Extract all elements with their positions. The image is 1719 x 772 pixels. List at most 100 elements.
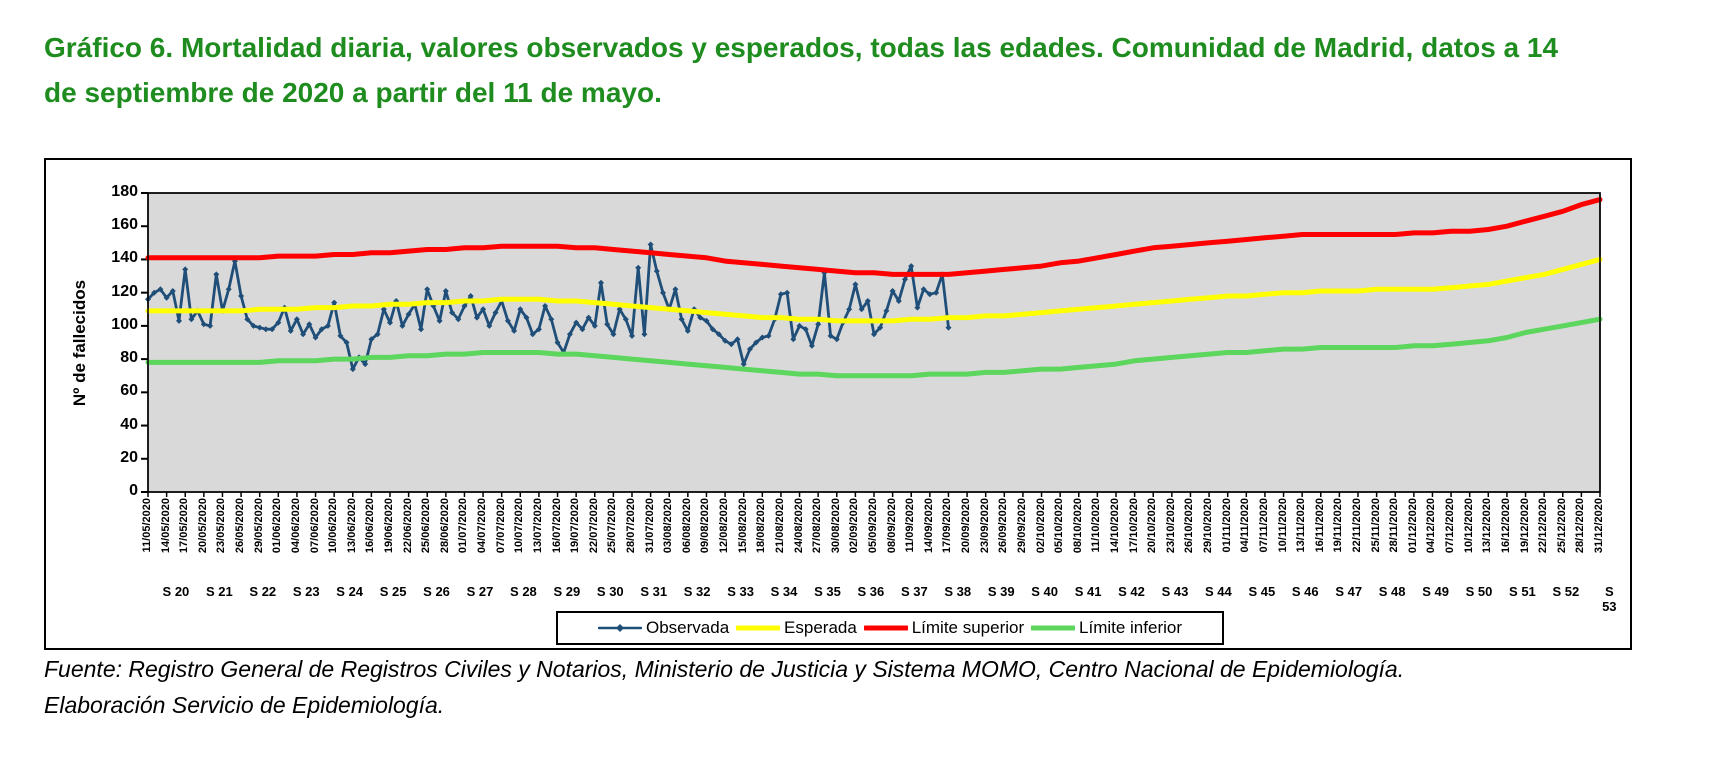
- x-date-label: 14/05/2020: [159, 498, 172, 554]
- x-date-label: 04/12/2020: [1425, 498, 1438, 554]
- x-date-label: 23/05/2020: [215, 498, 228, 554]
- legend-label: Límite inferior: [1079, 618, 1182, 637]
- x-date-label: 01/06/2020: [271, 498, 284, 554]
- x-date-label: 31/12/2020: [1593, 498, 1605, 554]
- legend-line-swatch: [1031, 625, 1076, 631]
- legend-item-l-mite-inferior: Límite inferior: [1031, 618, 1182, 638]
- x-date-label: 02/09/2020: [848, 498, 861, 554]
- x-date-label: 08/09/2020: [885, 498, 898, 554]
- x-date-label: 16/07/2020: [550, 498, 563, 554]
- x-date-label: 09/08/2020: [699, 498, 712, 554]
- x-date-label: 04/11/2020: [1239, 498, 1252, 553]
- x-date-label: 12/08/2020: [718, 498, 731, 554]
- x-date-label: 19/07/2020: [569, 498, 582, 554]
- x-date-label: 29/09/2020: [1015, 498, 1028, 554]
- x-date-label: 28/06/2020: [438, 498, 451, 554]
- week-label: S 52: [1552, 584, 1580, 599]
- legend-label: Límite superior: [911, 618, 1025, 637]
- x-date-label: 25/07/2020: [606, 498, 619, 554]
- week-label: S 21: [205, 584, 233, 599]
- x-date-label: 11/05/2020: [141, 498, 153, 553]
- week-label: S 37: [900, 584, 928, 599]
- legend: Observada Esperada Límite superior Límite i…: [556, 611, 1224, 645]
- x-date-label: 16/11/2020: [1313, 498, 1326, 553]
- week-label: S 22: [249, 584, 277, 599]
- week-label: S 34: [770, 584, 798, 599]
- week-label: S 25: [379, 584, 407, 599]
- week-label: S 40: [1031, 584, 1059, 599]
- x-date-label: 28/11/2020: [1388, 498, 1401, 553]
- x-date-label: 10/11/2020: [1276, 498, 1289, 553]
- x-date-label: 26/10/2020: [1183, 498, 1196, 554]
- x-date-label: 22/12/2020: [1537, 498, 1550, 554]
- x-date-label: 14/10/2020: [1109, 498, 1121, 554]
- week-label: S 44: [1205, 584, 1232, 599]
- x-date-label: 13/12/2020: [1481, 498, 1494, 554]
- week-label: S 33: [727, 584, 754, 599]
- x-date-label: 01/11/2020: [1220, 498, 1233, 553]
- chart-title: Gráfico 6. Mortalidad diaria, valores ob…: [44, 32, 1559, 108]
- x-date-label: 19/12/2020: [1518, 498, 1531, 554]
- x-date-label: 29/10/2020: [1202, 498, 1215, 554]
- week-label: S 43: [1161, 584, 1189, 599]
- x-date-label: 18/08/2020: [755, 498, 768, 554]
- legend-item-l-mite-superior: Límite superior: [863, 618, 1025, 638]
- x-date-label: 16/12/2020: [1499, 498, 1512, 554]
- x-date-label: 05/10/2020: [1053, 498, 1066, 554]
- week-label: S 28: [510, 584, 537, 599]
- source-note: Fuente: Registro General de Registros Ci…: [44, 652, 1674, 723]
- y-tick-label: 0: [129, 482, 138, 499]
- week-label: S 26: [423, 584, 450, 599]
- x-date-label: 28/07/2020: [625, 498, 637, 554]
- week-label: S 35: [814, 584, 841, 599]
- y-tick-label: 80: [120, 349, 138, 367]
- y-tick-label: 40: [120, 415, 138, 433]
- x-date-label: 07/06/2020: [308, 498, 321, 554]
- x-date-label: 05/09/2020: [867, 498, 879, 554]
- x-date-label: 20/05/2020: [196, 498, 209, 554]
- x-date-label: 07/11/2020: [1257, 498, 1270, 553]
- x-date-label: 17/09/2020: [941, 498, 954, 554]
- legend-line-swatch: [736, 625, 781, 631]
- week-label: S 49: [1422, 584, 1449, 599]
- x-date-label: 07/07/2020: [494, 498, 507, 554]
- legend-line-swatch: [863, 625, 908, 631]
- week-label: S 53: [1602, 584, 1617, 614]
- source-line-2: Elaboración Servicio de Epidemiología.: [44, 691, 445, 718]
- week-label: S 24: [336, 584, 364, 599]
- x-date-label: 02/10/2020: [1034, 498, 1047, 554]
- legend-label: Esperada: [784, 618, 857, 637]
- legend-label: Observada: [646, 618, 730, 637]
- week-label: S 48: [1378, 584, 1406, 599]
- x-date-label: 01/12/2020: [1406, 498, 1419, 554]
- x-date-label: 04/06/2020: [289, 498, 302, 554]
- week-label: S 51: [1509, 584, 1536, 599]
- x-date-label: 03/08/2020: [662, 498, 675, 554]
- x-date-label: 25/11/2020: [1369, 498, 1382, 553]
- x-date-label: 24/08/2020: [792, 498, 805, 554]
- week-label: S 46: [1291, 584, 1319, 599]
- x-date-label: 22/07/2020: [587, 498, 600, 554]
- x-date-label: 07/12/2020: [1444, 498, 1457, 554]
- week-label: S 29: [553, 584, 581, 599]
- x-date-label: 28/12/2020: [1574, 498, 1587, 554]
- y-tick-label: 120: [111, 282, 138, 300]
- x-date-label: 08/10/2020: [1071, 498, 1084, 554]
- source-line-1: Fuente: Registro General de Registros Ci…: [44, 656, 1405, 682]
- plot-area: [141, 192, 1603, 497]
- x-date-label: 25/06/2020: [420, 498, 433, 554]
- x-date-label: 29/05/2020: [252, 498, 265, 554]
- x-date-label: 25/12/2020: [1555, 498, 1568, 554]
- chart-container: Nº de fallecidos 0 20 40 60 80 100 120 140 160 18…: [44, 158, 1632, 650]
- week-label: S 50: [1465, 584, 1493, 599]
- x-date-label: 17/10/2020: [1127, 498, 1140, 554]
- y-tick-label: 100: [111, 315, 138, 333]
- week-label: S 32: [683, 584, 711, 599]
- week-label: S 41: [1074, 584, 1102, 599]
- x-date-label: 20/10/2020: [1146, 498, 1159, 554]
- x-date-label: 10/12/2020: [1462, 498, 1475, 554]
- x-date-label: 13/07/2020: [531, 498, 544, 554]
- x-date-label: 17/05/2020: [178, 498, 191, 554]
- week-label: S 27: [466, 584, 494, 599]
- week-label: S 36: [857, 584, 885, 599]
